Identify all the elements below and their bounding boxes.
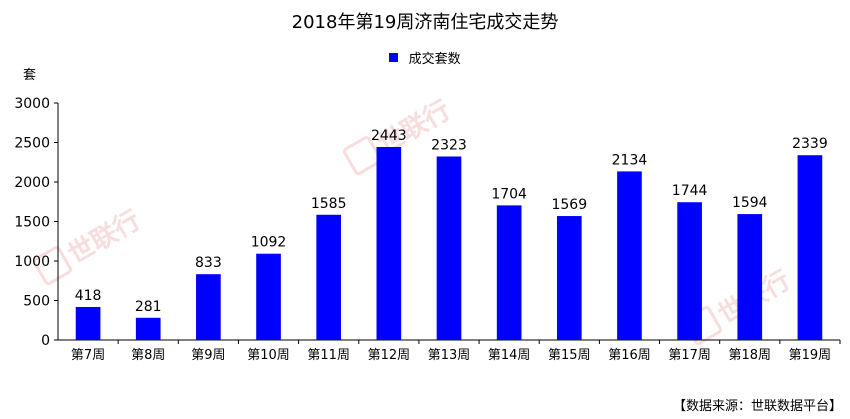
x-tick-label: 第15周	[548, 348, 591, 363]
data-label: 1092	[251, 235, 287, 251]
data-label: 2323	[431, 137, 467, 153]
watermark-brand-text: 世联行	[63, 204, 146, 270]
data-label: 1569	[551, 197, 587, 213]
watermark-logo-box	[342, 136, 382, 176]
bar	[75, 306, 101, 340]
bar	[737, 214, 763, 340]
y-tick-label: 2000	[14, 175, 50, 191]
bar	[797, 155, 823, 340]
bar	[617, 171, 642, 340]
data-source-note: 【数据来源：世联数据平台】	[672, 399, 842, 414]
data-label: 833	[195, 255, 222, 271]
x-tick-label: 第18周	[728, 348, 771, 363]
data-label: 2134	[612, 152, 648, 168]
bar	[196, 274, 221, 340]
data-label: 1594	[732, 195, 768, 211]
x-tick-label: 第14周	[488, 348, 531, 363]
data-label: 2443	[371, 128, 407, 144]
data-label: 281	[135, 299, 162, 315]
legend: 成交套数	[0, 48, 850, 67]
x-tick-label: 第19周	[789, 348, 832, 363]
bar	[376, 147, 402, 340]
data-label: 1585	[311, 196, 347, 212]
y-tick-label: 0	[41, 333, 50, 349]
chart-title: 2018年第19周济南住宅成交走势	[291, 12, 559, 33]
data-label: 418	[75, 288, 102, 304]
x-tick-label: 第12周	[368, 348, 411, 363]
bar	[556, 216, 582, 340]
x-tick-label: 第8周	[131, 348, 165, 363]
x-tick-label: 第9周	[191, 348, 225, 363]
bar	[135, 317, 161, 340]
data-label: 1744	[672, 183, 708, 199]
bar	[496, 205, 522, 340]
x-tick-label: 第10周	[247, 348, 290, 363]
bar	[316, 214, 342, 340]
bar	[436, 156, 462, 340]
x-tick-label: 第11周	[307, 348, 350, 363]
bar	[256, 253, 281, 340]
data-label: 2339	[792, 136, 828, 152]
x-tick-label: 第13周	[428, 348, 471, 363]
y-tick-label: 1500	[14, 215, 50, 231]
legend-label: 成交套数	[408, 52, 461, 67]
watermark-logo: 世联行	[32, 204, 146, 286]
y-tick-label: 2500	[14, 136, 50, 152]
legend-swatch	[389, 53, 399, 62]
data-label: 1704	[491, 186, 527, 202]
y-axis-unit-label: 套	[23, 68, 37, 83]
y-tick-label: 500	[23, 294, 50, 310]
y-tick-label: 1000	[14, 254, 50, 270]
x-tick-label: 第7周	[71, 348, 105, 363]
y-tick-label: 3000	[14, 96, 50, 112]
x-tick-label: 第17周	[668, 348, 711, 363]
bar	[677, 202, 702, 340]
watermark-logo-box	[32, 246, 72, 286]
x-tick-label: 第16周	[608, 348, 651, 363]
